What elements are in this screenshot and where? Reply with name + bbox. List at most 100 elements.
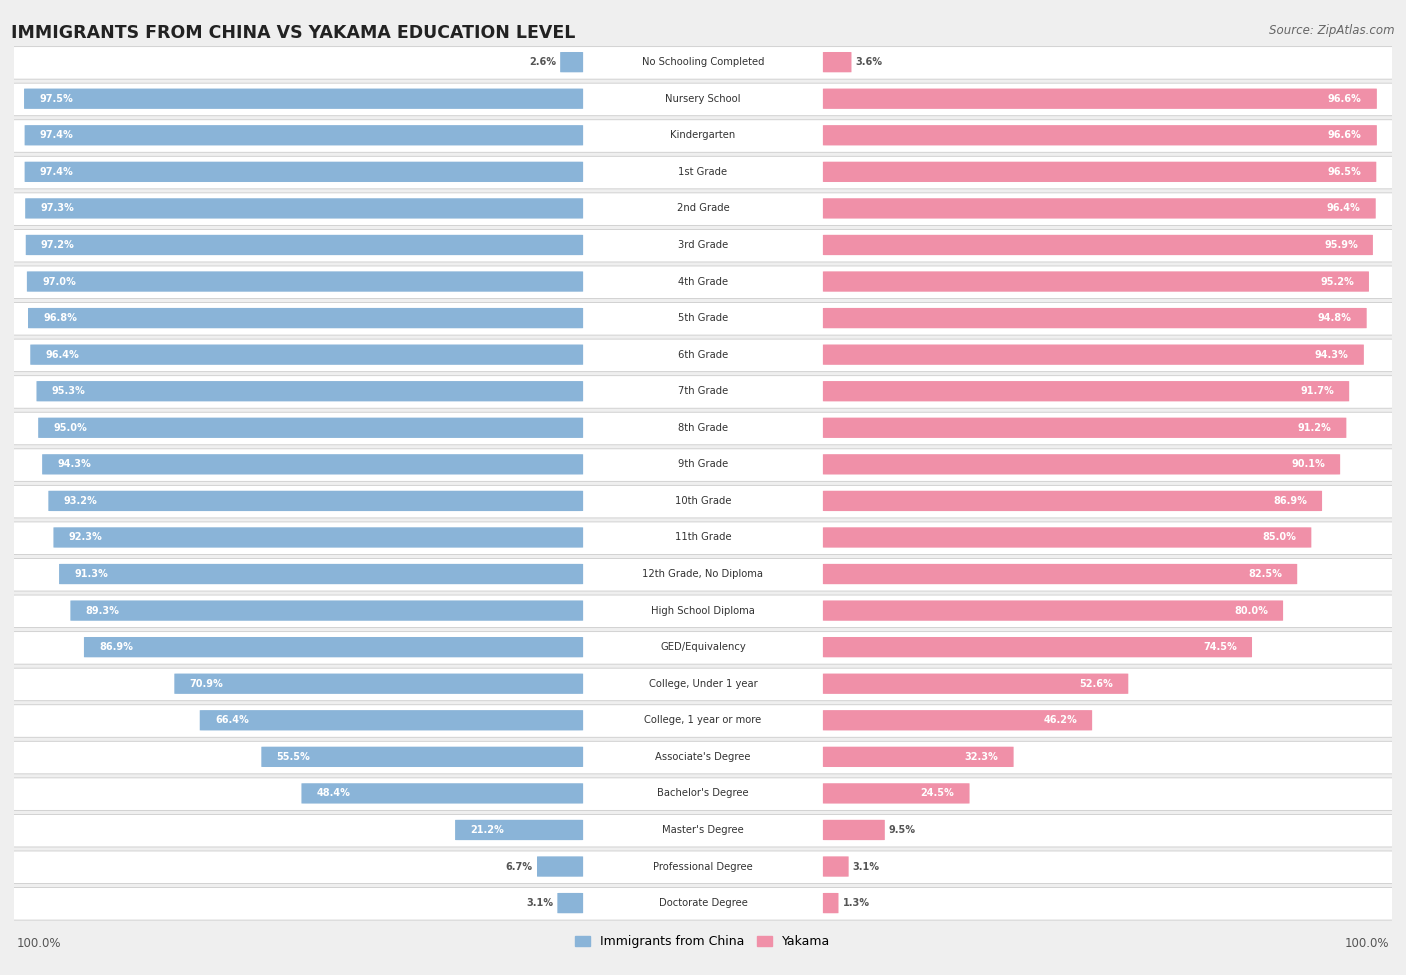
Text: 9th Grade: 9th Grade	[678, 459, 728, 469]
FancyBboxPatch shape	[823, 564, 1298, 584]
Text: 7th Grade: 7th Grade	[678, 386, 728, 396]
Text: 96.6%: 96.6%	[1327, 94, 1361, 103]
FancyBboxPatch shape	[31, 344, 583, 365]
FancyBboxPatch shape	[10, 120, 1396, 152]
Text: IMMIGRANTS FROM CHINA VS YAKAMA EDUCATION LEVEL: IMMIGRANTS FROM CHINA VS YAKAMA EDUCATIO…	[11, 24, 575, 42]
Text: 94.3%: 94.3%	[58, 459, 91, 469]
FancyBboxPatch shape	[10, 193, 1396, 225]
Text: 32.3%: 32.3%	[965, 752, 998, 761]
FancyBboxPatch shape	[560, 52, 583, 72]
Text: 97.2%: 97.2%	[41, 240, 75, 250]
FancyBboxPatch shape	[10, 83, 1396, 116]
FancyBboxPatch shape	[823, 344, 1364, 365]
FancyBboxPatch shape	[823, 417, 1347, 438]
FancyBboxPatch shape	[25, 235, 583, 255]
FancyBboxPatch shape	[10, 522, 1396, 555]
Text: 92.3%: 92.3%	[69, 532, 103, 542]
Text: 97.4%: 97.4%	[39, 167, 73, 176]
FancyBboxPatch shape	[823, 747, 1014, 767]
Text: 95.2%: 95.2%	[1320, 277, 1354, 287]
Text: 80.0%: 80.0%	[1234, 605, 1268, 615]
FancyBboxPatch shape	[537, 856, 583, 877]
FancyBboxPatch shape	[823, 710, 1092, 730]
Text: 24.5%: 24.5%	[921, 789, 955, 799]
Text: 9.5%: 9.5%	[889, 825, 915, 835]
FancyBboxPatch shape	[25, 198, 583, 218]
Text: 46.2%: 46.2%	[1043, 716, 1077, 725]
FancyBboxPatch shape	[823, 820, 884, 840]
Text: 3rd Grade: 3rd Grade	[678, 240, 728, 250]
Text: 97.0%: 97.0%	[42, 277, 76, 287]
FancyBboxPatch shape	[823, 125, 1376, 145]
FancyBboxPatch shape	[823, 89, 1376, 109]
FancyBboxPatch shape	[823, 162, 1376, 182]
Text: High School Diploma: High School Diploma	[651, 605, 755, 615]
FancyBboxPatch shape	[10, 814, 1396, 847]
FancyBboxPatch shape	[823, 637, 1251, 657]
FancyBboxPatch shape	[823, 235, 1372, 255]
FancyBboxPatch shape	[10, 448, 1396, 482]
FancyBboxPatch shape	[823, 308, 1367, 329]
Text: 70.9%: 70.9%	[190, 679, 224, 688]
Text: Bachelor's Degree: Bachelor's Degree	[657, 789, 749, 799]
FancyBboxPatch shape	[84, 637, 583, 657]
Text: College, Under 1 year: College, Under 1 year	[648, 679, 758, 688]
FancyBboxPatch shape	[823, 271, 1369, 292]
FancyBboxPatch shape	[48, 490, 583, 511]
Text: No Schooling Completed: No Schooling Completed	[641, 58, 765, 67]
Text: 93.2%: 93.2%	[63, 496, 97, 506]
Text: 91.3%: 91.3%	[75, 569, 108, 579]
Text: 12th Grade, No Diploma: 12th Grade, No Diploma	[643, 569, 763, 579]
Text: 96.4%: 96.4%	[45, 350, 79, 360]
FancyBboxPatch shape	[10, 632, 1396, 664]
Text: 86.9%: 86.9%	[1272, 496, 1308, 506]
FancyBboxPatch shape	[823, 52, 852, 72]
Text: Nursery School: Nursery School	[665, 94, 741, 103]
FancyBboxPatch shape	[27, 271, 583, 292]
Text: Kindergarten: Kindergarten	[671, 131, 735, 140]
FancyBboxPatch shape	[10, 412, 1396, 445]
Text: 1st Grade: 1st Grade	[679, 167, 727, 176]
Text: 48.4%: 48.4%	[316, 789, 350, 799]
Text: 96.6%: 96.6%	[1327, 131, 1361, 140]
FancyBboxPatch shape	[24, 89, 583, 109]
FancyBboxPatch shape	[53, 527, 583, 548]
Text: Doctorate Degree: Doctorate Degree	[658, 898, 748, 908]
FancyBboxPatch shape	[10, 559, 1396, 591]
Text: 100.0%: 100.0%	[17, 937, 62, 951]
Text: 10th Grade: 10th Grade	[675, 496, 731, 506]
Text: 96.5%: 96.5%	[1327, 167, 1361, 176]
Text: 95.3%: 95.3%	[52, 386, 86, 396]
Text: 74.5%: 74.5%	[1204, 643, 1237, 652]
Text: 52.6%: 52.6%	[1080, 679, 1114, 688]
FancyBboxPatch shape	[59, 564, 583, 584]
FancyBboxPatch shape	[42, 454, 583, 475]
FancyBboxPatch shape	[823, 856, 849, 877]
Text: 3.1%: 3.1%	[853, 862, 880, 872]
Text: 91.2%: 91.2%	[1298, 423, 1331, 433]
Text: 94.8%: 94.8%	[1317, 313, 1351, 323]
Legend: Immigrants from China, Yakama: Immigrants from China, Yakama	[575, 935, 831, 949]
Text: 97.5%: 97.5%	[39, 94, 73, 103]
FancyBboxPatch shape	[823, 601, 1284, 621]
Text: 95.9%: 95.9%	[1324, 240, 1358, 250]
Text: 91.7%: 91.7%	[1301, 386, 1334, 396]
Text: 66.4%: 66.4%	[215, 716, 249, 725]
Text: College, 1 year or more: College, 1 year or more	[644, 716, 762, 725]
FancyBboxPatch shape	[38, 417, 583, 438]
FancyBboxPatch shape	[10, 595, 1396, 628]
FancyBboxPatch shape	[823, 454, 1340, 475]
FancyBboxPatch shape	[823, 381, 1350, 402]
Text: 11th Grade: 11th Grade	[675, 532, 731, 542]
FancyBboxPatch shape	[823, 783, 970, 803]
FancyBboxPatch shape	[10, 47, 1396, 79]
Text: 8th Grade: 8th Grade	[678, 423, 728, 433]
FancyBboxPatch shape	[200, 710, 583, 730]
Text: 85.0%: 85.0%	[1263, 532, 1296, 542]
Text: 89.3%: 89.3%	[86, 605, 120, 615]
Text: 96.4%: 96.4%	[1327, 204, 1361, 214]
Text: 3.1%: 3.1%	[526, 898, 553, 908]
FancyBboxPatch shape	[262, 747, 583, 767]
Text: 100.0%: 100.0%	[1344, 937, 1389, 951]
FancyBboxPatch shape	[10, 741, 1396, 774]
